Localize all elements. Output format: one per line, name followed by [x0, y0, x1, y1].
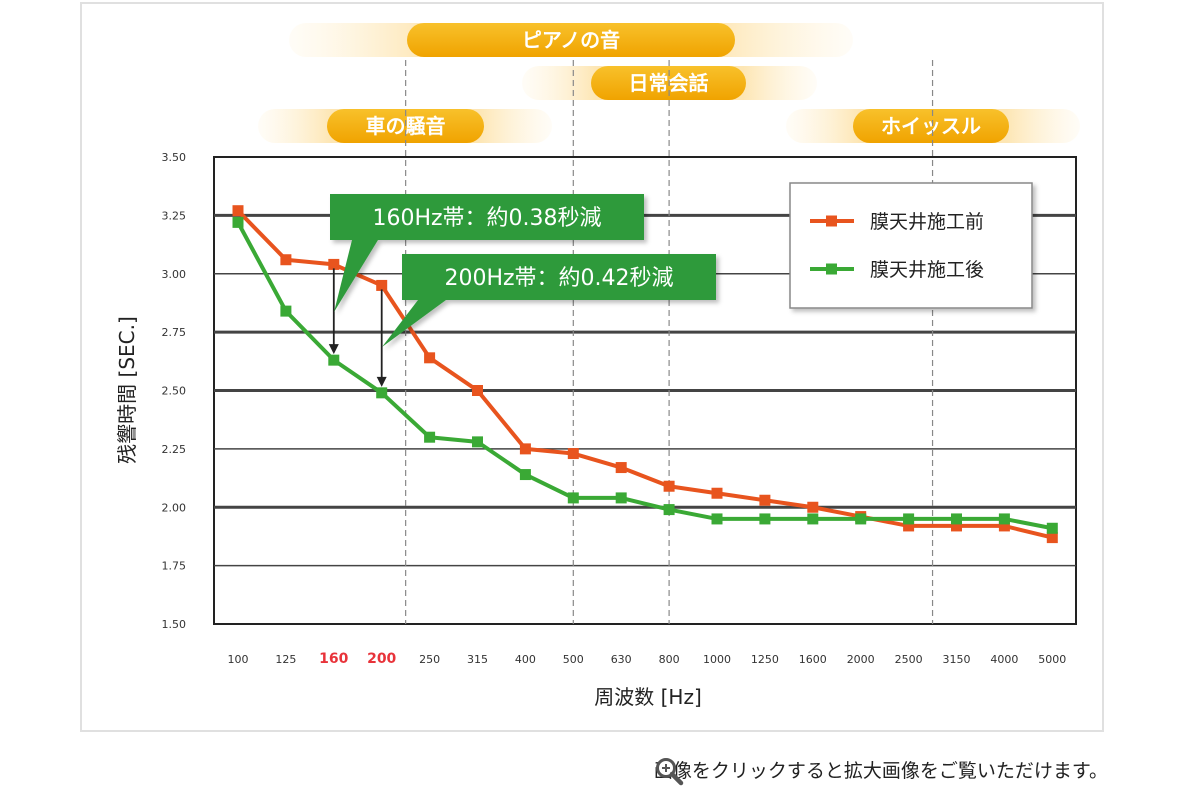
x-tick-label: 100 — [228, 653, 249, 666]
x-tick-label: 2000 — [847, 653, 875, 666]
series-1-point — [232, 205, 244, 217]
y-tick-label: 3.50 — [162, 151, 187, 164]
magnifier-icon — [655, 758, 684, 786]
reduction-arrow-head — [328, 344, 339, 355]
series-1-point — [903, 520, 915, 532]
series-2-point — [951, 513, 962, 525]
series-1-point — [280, 254, 292, 266]
x-tick-label: 1600 — [799, 653, 827, 666]
x-tick-label: 630 — [611, 653, 632, 666]
y-tick-label: 1.50 — [162, 618, 187, 631]
y-tick-label: 3.25 — [162, 209, 187, 222]
series-2-point — [376, 387, 388, 399]
x-tick-label: 1000 — [703, 653, 731, 666]
y-tick-label: 2.00 — [162, 501, 187, 514]
series-2-point — [472, 436, 483, 448]
annotation-text: 200Hz帯：約0.42秒減 — [444, 266, 673, 291]
reduction-arrow-head — [376, 376, 387, 387]
x-tick-label: 2500 — [895, 653, 923, 666]
y-tick-label: 2.25 — [162, 443, 187, 456]
series-1-point — [663, 480, 675, 492]
series-2-point — [759, 513, 771, 525]
x-tick-label: 800 — [659, 653, 680, 666]
x-tick-label: 125 — [275, 653, 296, 666]
series-1-point — [615, 462, 627, 474]
series-2-point — [807, 513, 819, 525]
y-axis-title: 残響時間 [SEC.] — [115, 316, 139, 464]
series-1-point — [951, 520, 962, 532]
legend-box — [789, 182, 1033, 309]
y-tick-label: 3.00 — [162, 268, 187, 281]
series-1-point — [1046, 532, 1058, 544]
series-2-point — [232, 216, 244, 228]
series-2-point — [615, 492, 627, 504]
x-tick-label: 400 — [515, 653, 536, 666]
series-1-point — [472, 385, 483, 396]
series-line-2 — [236, 221, 1053, 531]
band-label: ホイッスル — [881, 114, 981, 138]
x-tick-label: 160 — [319, 651, 348, 667]
y-tick-label: 2.75 — [162, 326, 187, 339]
x-tick-label: 200 — [367, 651, 396, 667]
series-2-point — [663, 504, 675, 516]
series-2-point — [328, 354, 340, 366]
series-2-point — [855, 513, 867, 525]
caption-text: 画像をクリックすると拡大画像をご覧いただけます。 — [653, 760, 1108, 782]
series-1-point — [711, 487, 723, 499]
series-1-point — [328, 258, 340, 270]
band-pill — [853, 109, 1009, 143]
series-1-point — [567, 448, 579, 460]
series-1-point — [519, 443, 531, 455]
series-1-point — [998, 520, 1010, 532]
legend-swatch-marker — [826, 263, 837, 275]
series-line-1 — [236, 209, 1053, 540]
x-tick-label: 315 — [467, 653, 488, 666]
series-1-point — [376, 279, 388, 291]
legend-swatch-marker — [826, 215, 837, 227]
x-tick-label: 5000 — [1038, 653, 1066, 666]
annotation-callout-tail — [334, 240, 378, 312]
annotation-callout-tail — [382, 300, 446, 347]
series-2-point — [1046, 522, 1058, 534]
y-tick-label: 2.50 — [162, 385, 187, 398]
series-1-point — [759, 494, 771, 506]
series-2-point — [567, 492, 579, 504]
y-tick-label: 1.75 — [162, 560, 187, 573]
series-2-point — [998, 513, 1010, 525]
series-1-point — [424, 352, 436, 364]
series-2-point — [903, 513, 915, 525]
band-pill — [407, 23, 735, 57]
x-tick-label: 250 — [419, 653, 440, 666]
x-tick-label: 4000 — [990, 653, 1018, 666]
annotation-callout — [382, 254, 716, 347]
x-tick-label: 500 — [563, 653, 584, 666]
annotation-callout-box — [330, 194, 644, 240]
series-2-point — [280, 305, 292, 317]
legend-label: 膜天井施工後 — [870, 259, 984, 281]
band-pill — [327, 109, 484, 143]
legend-label: 膜天井施工前 — [870, 211, 984, 233]
series-2-point — [711, 513, 723, 525]
annotation-text: 160Hz帯：約0.38秒減 — [372, 206, 601, 231]
x-tick-label: 3150 — [943, 653, 971, 666]
series-2-point — [424, 431, 436, 443]
band-label: ピアノの音 — [522, 28, 620, 52]
series-2-point — [519, 469, 531, 481]
x-axis-title: 周波数 [Hz] — [594, 685, 702, 709]
series-1-point — [807, 501, 819, 513]
annotation-callout-box — [402, 254, 716, 300]
caption[interactable]: 画像をクリックすると拡大画像をご覧いただけます。 — [653, 756, 1108, 786]
x-tick-label: 1250 — [751, 653, 779, 666]
annotation-callout — [330, 194, 644, 312]
